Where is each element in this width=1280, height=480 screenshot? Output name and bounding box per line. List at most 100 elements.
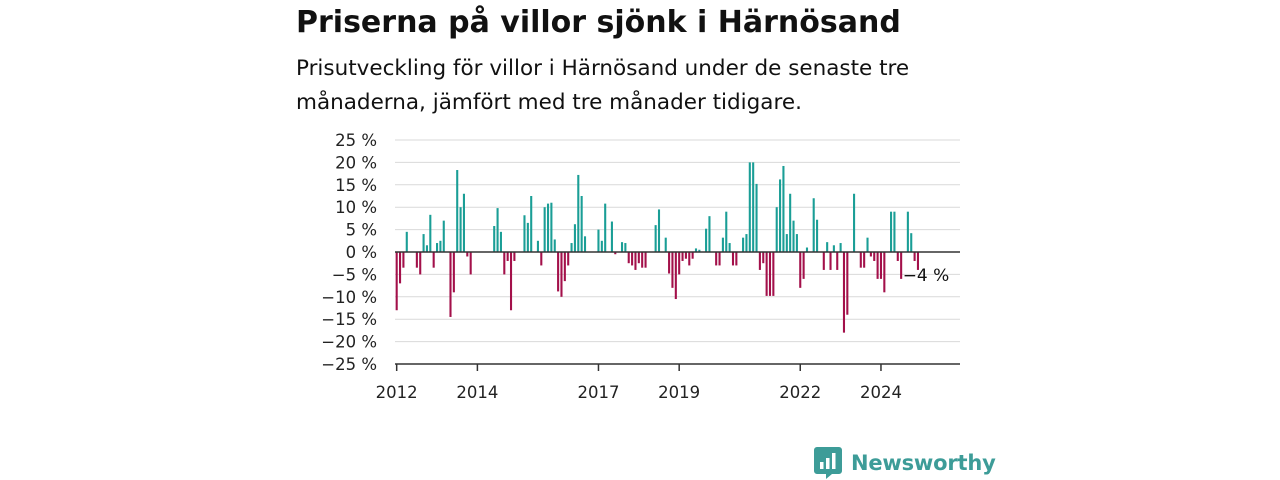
bar [402, 252, 405, 268]
bar [432, 252, 435, 268]
bar [782, 165, 785, 252]
bar [869, 252, 872, 257]
bar [415, 252, 418, 268]
bar [772, 252, 775, 296]
bar [742, 237, 745, 252]
bar [728, 243, 731, 252]
bar [526, 222, 529, 252]
bar [789, 193, 792, 252]
bar [768, 252, 772, 296]
bar [493, 226, 496, 252]
bar [550, 202, 553, 252]
bar [466, 252, 469, 257]
bar [879, 252, 883, 279]
bar [775, 207, 778, 252]
bar [597, 229, 600, 252]
bar [725, 211, 728, 252]
bar [620, 242, 624, 252]
bar [668, 252, 671, 274]
bar [563, 252, 566, 282]
bar [758, 252, 761, 270]
bar [893, 211, 896, 252]
bar [449, 252, 452, 317]
bar [762, 252, 765, 264]
y-tick-label: 0 % [346, 243, 377, 262]
bar [641, 252, 644, 268]
bar [829, 252, 832, 270]
bar [688, 252, 691, 266]
bar [765, 252, 768, 296]
bars [395, 162, 920, 333]
bar [853, 193, 856, 252]
bar [721, 237, 724, 252]
bar [503, 252, 506, 275]
bar [799, 252, 802, 288]
bar [705, 228, 708, 252]
bar [496, 208, 499, 252]
y-tick-label: −20 % [321, 333, 377, 352]
bar [657, 209, 661, 252]
bar [509, 252, 513, 311]
page-title: Priserna på villor sjönk i Härnösand [296, 5, 901, 40]
x-tick-label: 2022 [779, 383, 821, 402]
bar [624, 243, 627, 252]
bar [836, 252, 839, 270]
bar [419, 252, 422, 275]
page-subtitle: Prisutveckling för villor i Härnösand un… [296, 56, 910, 115]
bar [580, 196, 583, 252]
bar [543, 207, 546, 252]
bar [708, 216, 711, 252]
bar [883, 252, 886, 293]
bar [812, 198, 815, 252]
y-tick-label: 20 % [335, 153, 377, 172]
bar [422, 234, 425, 252]
bar [456, 170, 459, 252]
bar [399, 252, 402, 284]
bar [610, 221, 613, 252]
bar [395, 252, 398, 311]
bar [684, 252, 687, 259]
bar [560, 252, 563, 297]
bar [442, 220, 445, 252]
bar [678, 252, 681, 275]
y-tick-label: 15 % [335, 176, 377, 195]
bar [859, 252, 862, 268]
bar [876, 252, 879, 279]
x-tick-label: 2012 [376, 383, 418, 402]
bar [425, 245, 428, 252]
bar [832, 245, 835, 252]
bar [735, 252, 738, 266]
bar [631, 252, 634, 266]
bar [916, 252, 920, 270]
bar [779, 179, 782, 252]
bar [906, 211, 909, 252]
bar [674, 252, 677, 300]
bar [863, 252, 866, 268]
bar [681, 252, 684, 261]
y-tick-label: −5 % [332, 265, 377, 284]
bar [694, 248, 698, 252]
y-tick-label: −10 % [321, 288, 377, 307]
last-value-annotation: −4 % [903, 266, 950, 286]
bar [745, 234, 748, 252]
bar [715, 252, 718, 266]
bar [664, 237, 667, 252]
bar [513, 252, 516, 261]
bar [792, 220, 795, 252]
bar [604, 203, 607, 252]
bar [557, 252, 560, 292]
bar [671, 252, 674, 288]
x-tick-label: 2024 [860, 383, 902, 402]
bar [731, 252, 735, 266]
bar [627, 252, 630, 264]
bar [839, 243, 842, 252]
y-tick-label: 5 % [346, 221, 377, 240]
axes [395, 251, 960, 371]
bar [452, 252, 455, 293]
bar [644, 252, 647, 268]
bar [718, 252, 721, 266]
bar [913, 252, 916, 261]
bar [846, 252, 849, 315]
bar [553, 239, 556, 252]
